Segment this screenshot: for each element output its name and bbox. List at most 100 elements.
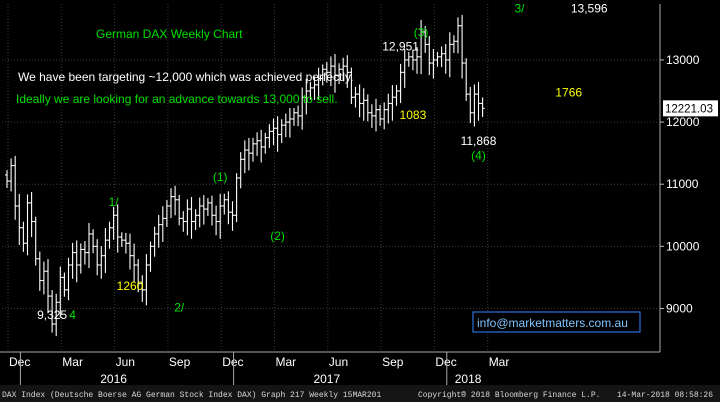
ohlc-bar bbox=[435, 52, 440, 67]
ohlc-bar bbox=[87, 223, 91, 269]
ohlc-bar bbox=[103, 228, 108, 273]
ohlc-bar bbox=[456, 17, 460, 54]
ohlc-bar bbox=[136, 258, 141, 293]
ohlc-bar bbox=[468, 86, 473, 124]
ohlc-bar bbox=[33, 216, 38, 266]
ohlc-bar bbox=[214, 205, 219, 236]
ohlc-bar bbox=[451, 35, 456, 53]
ohlc-bar bbox=[37, 251, 42, 291]
ohlc-bar bbox=[17, 193, 22, 245]
ohlc-bar bbox=[382, 102, 387, 130]
ohlc-bar bbox=[447, 32, 452, 78]
footer-index-description: DAX Index (Deutsche Boerse AG German Sto… bbox=[2, 391, 381, 400]
y-tick-label: 9000 bbox=[666, 302, 693, 316]
ohlc-bar bbox=[443, 44, 448, 74]
ohlc-bar bbox=[378, 104, 383, 126]
ohlc-bar bbox=[275, 116, 280, 152]
ohlc-bar bbox=[427, 35, 432, 76]
ohlc-bar bbox=[21, 221, 26, 252]
wave-annotations: 9,325 4 1/1260 2/ (1) (2) 12,951(3) 1083 11,868(… bbox=[37, 2, 608, 322]
y-tick-label: 13000 bbox=[666, 53, 700, 67]
x-tick-label: Sep bbox=[169, 355, 191, 369]
chart-title: German DAX Weekly Chart bbox=[96, 27, 243, 41]
ohlc-bar bbox=[312, 76, 317, 100]
ohlc-bar bbox=[267, 124, 272, 148]
x-tick-label: Mar bbox=[489, 355, 510, 369]
ohlc-bar bbox=[304, 78, 309, 115]
ohlc-bar bbox=[222, 193, 227, 215]
ohlc-bar bbox=[251, 137, 255, 162]
ohlc-bar bbox=[374, 98, 378, 132]
chart-annotation: 1083 bbox=[400, 108, 427, 122]
ohlc-bar bbox=[460, 14, 465, 79]
chart-annotation: (1) bbox=[213, 170, 228, 184]
ohlc-bar bbox=[402, 49, 407, 88]
last-price-tag: 12221.03 bbox=[663, 100, 718, 117]
chart-annotation: (2) bbox=[270, 229, 285, 243]
ohlc-bar bbox=[46, 259, 50, 314]
ohlc-bar bbox=[279, 119, 284, 144]
ohlc-bar bbox=[369, 104, 374, 128]
ohlc-bar bbox=[386, 93, 391, 124]
ohlc-bar bbox=[394, 84, 399, 106]
ohlc-bar bbox=[390, 85, 395, 121]
ohlc-bar bbox=[156, 214, 161, 248]
ohlc-bar bbox=[242, 140, 247, 174]
grid-layer: 9000 10000 11000 12000 13000 Dec Mar Jun Sep Dec M… bbox=[0, 4, 700, 386]
chart-annotation: 1766 bbox=[555, 86, 582, 100]
x-tick-label: Jun bbox=[329, 355, 348, 369]
ohlc-bar bbox=[66, 257, 71, 301]
x-tick-label: Dec bbox=[222, 355, 243, 369]
ohlc-bar bbox=[152, 226, 157, 257]
ohlc-bars bbox=[5, 14, 485, 337]
year-label: 2017 bbox=[313, 372, 340, 386]
ohlc-bar bbox=[423, 25, 428, 53]
ohlc-bar bbox=[431, 49, 436, 79]
ohlc-bar bbox=[173, 185, 178, 216]
ohlc-bar bbox=[58, 266, 63, 318]
ohlc-bar bbox=[357, 84, 362, 118]
ohlc-bar bbox=[9, 158, 14, 192]
contact-box[interactable]: info@marketmatters.com.au bbox=[472, 311, 641, 333]
y-tick-label: 12000 bbox=[666, 115, 700, 129]
x-tick-label: Dec bbox=[435, 355, 456, 369]
ohlc-bar bbox=[189, 196, 194, 239]
ohlc-bar bbox=[365, 94, 370, 122]
ohlc-bar bbox=[111, 206, 116, 240]
ohlc-bar bbox=[140, 275, 145, 302]
ohlc-bar bbox=[62, 272, 67, 297]
ohlc-bar bbox=[50, 290, 55, 333]
contact-email[interactable]: info@marketmatters.com.au bbox=[477, 316, 628, 330]
chart-annotation: 13,596 bbox=[571, 2, 608, 16]
ohlc-bar bbox=[345, 55, 350, 88]
ohlc-bar bbox=[296, 105, 301, 127]
chart-annotation: (4) bbox=[471, 148, 486, 162]
ohlc-bar bbox=[292, 107, 296, 126]
ohlc-bar bbox=[283, 113, 288, 138]
ohlc-bar bbox=[197, 197, 202, 228]
ohlc-bar bbox=[177, 194, 182, 226]
chart-annotation: 4 bbox=[69, 308, 76, 322]
ohlc-bar bbox=[205, 198, 210, 216]
ohlc-bar bbox=[361, 88, 366, 121]
chart-annotation: (3) bbox=[414, 25, 429, 39]
ohlc-bar bbox=[91, 229, 96, 254]
commentary-line-1: We have been targeting ~12,000 which was… bbox=[18, 70, 353, 84]
chart-annotation: 11,868 bbox=[461, 134, 497, 148]
ohlc-bar bbox=[218, 193, 223, 239]
ohlc-bar bbox=[115, 204, 120, 253]
ohlc-bar bbox=[271, 118, 276, 146]
ohlc-bar bbox=[41, 261, 46, 295]
ohlc-bar bbox=[144, 254, 149, 306]
ohlc-bar bbox=[230, 201, 235, 231]
chart-annotation: 12,951 bbox=[382, 40, 419, 54]
ohlc-bar bbox=[255, 132, 260, 156]
ohlc-bar bbox=[201, 195, 206, 225]
x-tick-label: Mar bbox=[62, 355, 83, 369]
ohlc-bar bbox=[464, 58, 469, 101]
ohlc-bar bbox=[259, 129, 264, 163]
ohlc-bar bbox=[308, 81, 313, 100]
ohlc-bar bbox=[148, 241, 153, 272]
ohlc-bar bbox=[70, 242, 75, 279]
